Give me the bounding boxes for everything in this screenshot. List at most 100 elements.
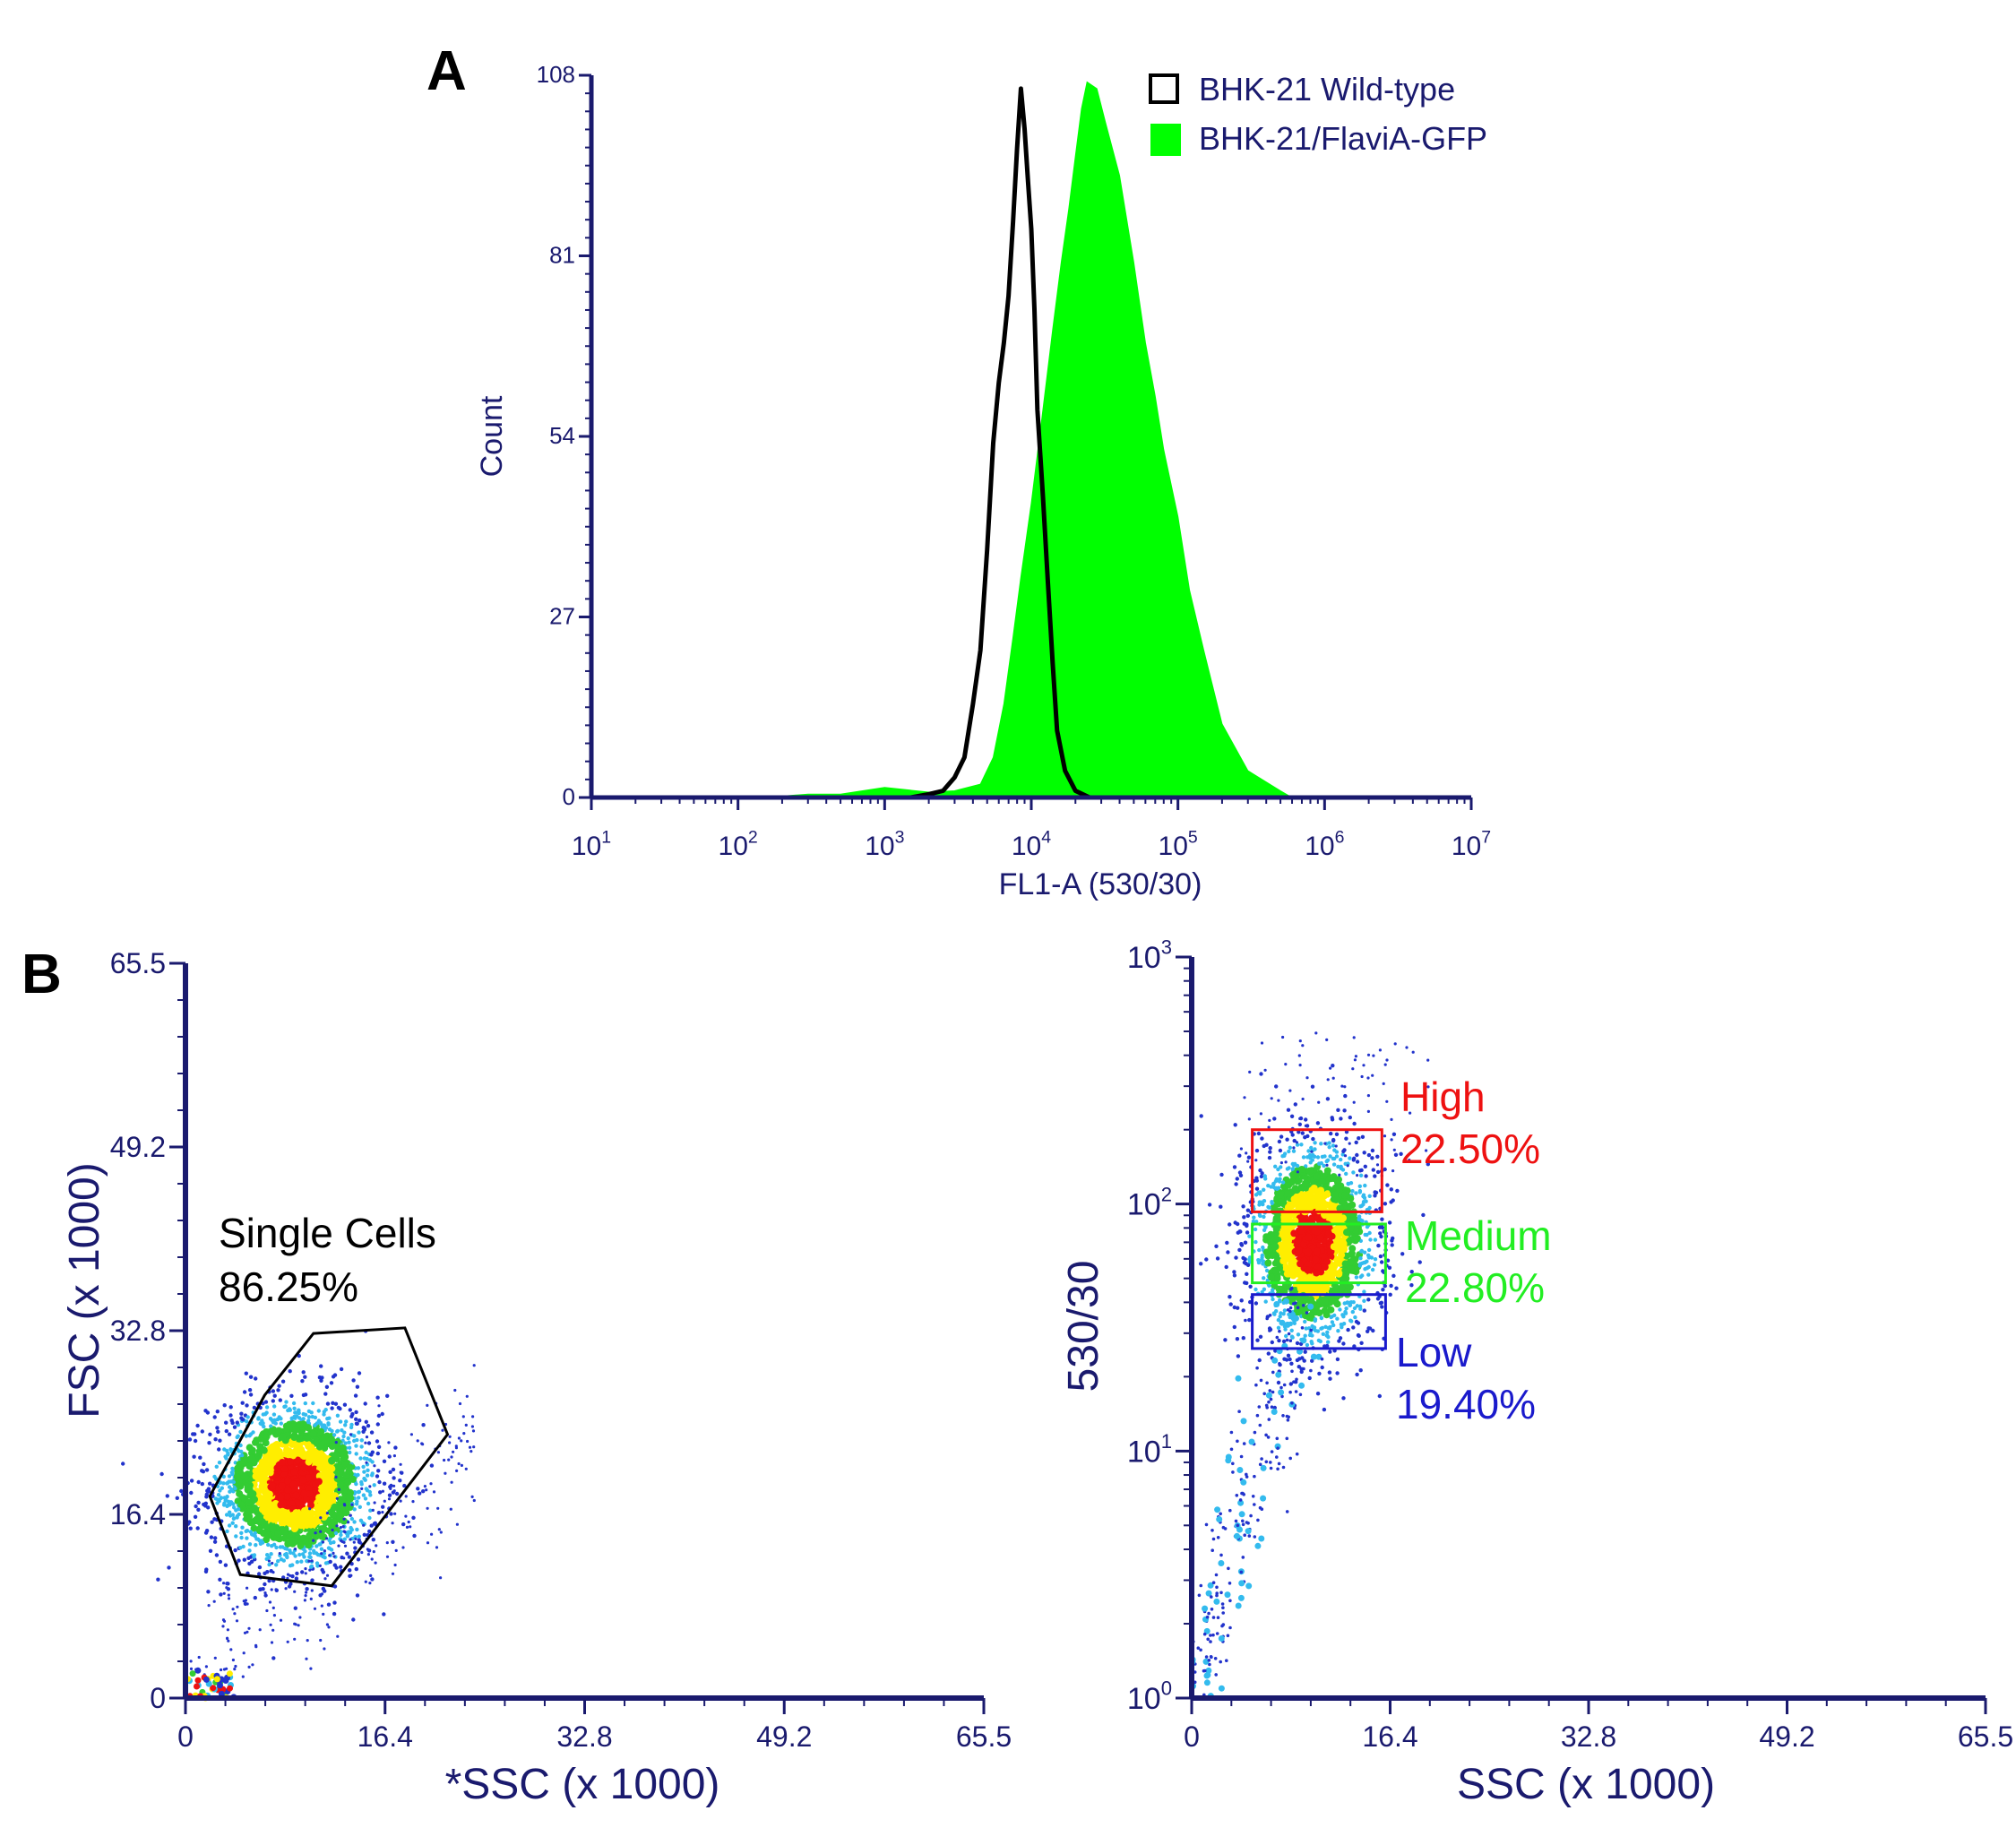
fsc-ssc-event [156,1577,160,1582]
gfp-ssc-event [1237,1229,1242,1234]
fsc-ssc-event [272,1393,277,1398]
fsc-ssc-event [332,1451,340,1459]
gfp-ssc-event [1302,1179,1309,1187]
gfp-ssc-event [1339,1117,1343,1121]
fsc-ssc-sparse-event [318,1564,322,1567]
gfp-ssc-event [1341,1341,1346,1346]
fsc-ssc-event [223,1563,228,1567]
fsc-ssc-event [327,1521,335,1529]
fsc-ssc-event [231,1502,236,1506]
fsc-ssc-event [283,1493,291,1501]
fsc-ssc-event [262,1499,270,1507]
fsc-ssc-event [355,1421,359,1427]
gfp-ssc-event [1324,1159,1329,1164]
fsc-ssc-sparse-event [393,1512,397,1515]
fsc-ssc-event [263,1571,267,1576]
gfp-ssc-sparse-event [1371,1074,1374,1077]
gfp-ssc-event [1306,1149,1311,1153]
fsc-ssc-event [294,1576,299,1581]
fsc-ssc-sparse-event [286,1640,289,1643]
fsc-ssc-event [398,1479,402,1483]
gfp-ssc-event [1357,1214,1362,1219]
fsc-ssc-event [278,1519,286,1527]
gfp-ssc-event [1256,1131,1262,1136]
gfp-ssc-event [1338,1307,1342,1312]
gfp-ssc-event [1289,1328,1294,1333]
fsc-ssc-event [272,1404,277,1409]
fsc-ssc-sparse-event [272,1614,276,1617]
fsc-ssc-sparse-event [320,1592,324,1596]
gfp-ssc-event [1363,1183,1367,1188]
gfp-ssc-event [1284,1333,1288,1339]
fsc-ssc-x-tick-label: 32.8 [556,1720,612,1753]
fsc-ssc-event [259,1518,266,1526]
gfp-ssc-event [1254,1287,1258,1292]
gfp-ssc-event [1259,1257,1264,1263]
gfp-ssc-event [1329,1213,1337,1220]
fsc-ssc-event [335,1428,340,1434]
fsc-ssc-sparse-event [207,1604,211,1608]
fsc-ssc-event [219,1592,223,1597]
gfp-ssc-event [1267,1155,1272,1160]
gfp-ssc-sparse-event [1209,1655,1213,1659]
fsc-ssc-event [342,1509,350,1517]
fsc-ssc-event [195,1423,200,1428]
gfp-ssc-event [1366,1298,1371,1302]
fsc-ssc-event [203,1531,209,1535]
fsc-ssc-event [394,1491,400,1496]
gfp-ssc-sparse-event [1211,1616,1216,1619]
fsc-ssc-event [375,1451,380,1456]
gfp-ssc-event [1393,1152,1399,1158]
gfp-ssc-event [1257,1358,1262,1363]
gfp-ssc-event [1338,1284,1346,1292]
fsc-ssc-event [307,1527,314,1535]
gfp-ssc-sparse-event [1331,1076,1335,1080]
fsc-ssc-event [283,1509,291,1517]
fsc-ssc-event [221,1481,226,1486]
fsc-ssc-event [206,1590,211,1594]
gfp-ssc-event [1342,1108,1347,1113]
fsc-ssc-sparse-event [368,1485,372,1488]
gfp-ssc-sparse-event [1246,1160,1250,1163]
fsc-ssc-event [224,1420,228,1425]
fsc-ssc-event [376,1413,382,1418]
gfp-ssc-event [1323,1167,1331,1175]
fsc-ssc-sparse-event [366,1548,369,1551]
fsc-ssc-sparse-event [365,1461,368,1464]
gfp-ssc-events [1189,1031,1431,1700]
fsc-ssc-event [303,1412,308,1418]
gfp-ssc-event [1362,1289,1366,1294]
gfp-ssc-sparse-event [1255,1366,1259,1370]
fsc-ssc-event [208,1481,212,1486]
gfp-ssc-event [1326,1340,1331,1344]
fsc-ssc-event [347,1555,352,1559]
gfp-ssc-sparse-event [1244,1318,1247,1323]
gfp-ssc-event [1336,1329,1340,1333]
gfp-ssc-event [1391,1198,1395,1203]
fsc-ssc-sparse-event [449,1507,452,1511]
gfp-ssc-event [1319,1315,1324,1320]
gfp-ssc-event [1367,1194,1372,1199]
fsc-ssc-event [230,1420,235,1426]
gfp-ssc-event [1331,1162,1337,1167]
fsc-ssc-event [244,1483,252,1491]
fsc-ssc-sparse-event [226,1636,229,1640]
fsc-ssc-event [325,1401,331,1406]
fsc-ssc-event [349,1516,354,1522]
gfp-ssc-y-tick-label: 101 [1127,1430,1172,1469]
gfp-ssc-sparse-event [1307,1303,1314,1310]
gfp-ssc-event [1383,1283,1388,1289]
fsc-ssc-event [159,1471,164,1477]
gfp-ssc-sparse-event [1260,1507,1264,1511]
gfp-ssc-sparse-event [1254,1383,1258,1387]
gfp-ssc-sparse-event [1286,1308,1290,1312]
gfp-ssc-sparse-event [1240,1418,1247,1425]
gfp-ssc-sparse-event [1204,1671,1211,1678]
gfp-ssc-event [1305,1134,1310,1139]
fsc-ssc-event [368,1508,373,1513]
gfp-ssc-sparse-event [1268,1329,1271,1332]
fsc-ssc-event [290,1468,298,1476]
fsc-ssc-event [378,1490,383,1495]
gfp-ssc-event [1272,1252,1280,1260]
fsc-ssc-event [264,1531,272,1539]
